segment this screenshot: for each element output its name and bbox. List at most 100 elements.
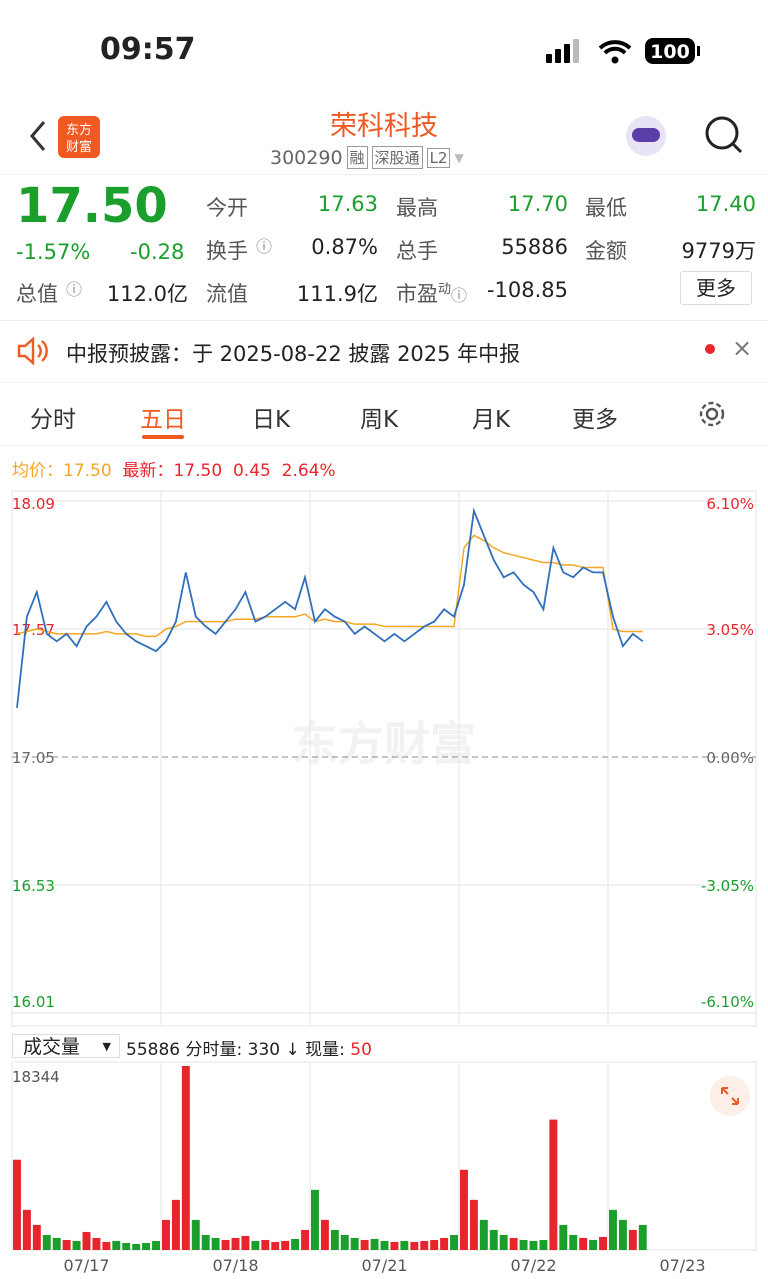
volume-bar [579, 1237, 588, 1250]
field-label: 总手 [396, 239, 438, 263]
volume-bar [112, 1240, 121, 1250]
change-pct: -1.57% [16, 240, 91, 264]
svg-text:东方: 东方 [66, 122, 92, 138]
volume-bar [211, 1237, 220, 1250]
notice-text[interactable]: 中报预披露：于 2025-08-22 披露 2025 年中报 [66, 342, 521, 366]
battery-level: 100 [650, 41, 690, 63]
field-label: 最低 [585, 196, 627, 220]
tag: 融 [346, 146, 368, 169]
price-line [16, 534, 643, 638]
volume-bar [191, 1219, 200, 1250]
volume-total: 55886 [126, 1040, 181, 1060]
status-icons: 100 [546, 38, 700, 64]
volume-bar [152, 1240, 160, 1250]
volume-bar [410, 1241, 419, 1250]
field-value: 17.40 [695, 192, 756, 216]
tab[interactable]: 周K [360, 407, 399, 433]
chart-legend: 均价：17.50 最新：17.50 0.45 2.64% [12, 456, 336, 481]
legend-label: 最新： [122, 461, 174, 481]
field-value: 17.70 [507, 192, 568, 216]
x-tick-label: 07/21 [361, 1256, 407, 1275]
volume-bar [122, 1242, 131, 1250]
volume-bar [340, 1234, 349, 1250]
volume-bar [330, 1229, 339, 1250]
volume-bar [350, 1237, 359, 1250]
legend-value: 17.50 [173, 461, 223, 481]
volume-bar [201, 1234, 210, 1250]
volume-bar [380, 1240, 389, 1250]
field-value: 111.9亿 [296, 282, 378, 306]
indicator-select[interactable]: 成交量 ▼ [12, 1034, 120, 1058]
indicator-label: 成交量 [23, 1036, 81, 1058]
volume-bar [559, 1224, 568, 1250]
tab[interactable]: 分时 [30, 407, 76, 433]
stock-name: 荣科科技 [330, 111, 438, 142]
volume-bar [390, 1241, 399, 1250]
volume-bar [519, 1239, 528, 1250]
field-value: 112.0亿 [106, 282, 188, 306]
field-label: 金额 [585, 239, 627, 263]
volume-bar [628, 1229, 637, 1250]
volume-bar [638, 1224, 647, 1250]
volume-bar [589, 1239, 598, 1250]
volume-bar [301, 1229, 309, 1250]
field-label-text: 市盈 [396, 282, 438, 306]
tab[interactable]: 日K [252, 407, 291, 433]
field-label: 今开 [206, 196, 248, 220]
stock-code: 300290 [270, 146, 343, 169]
stock-meta: 300290 融 深股通 L2 ▼ [270, 146, 464, 169]
volume-bar [42, 1234, 51, 1250]
tag: 深股通 [371, 146, 423, 169]
volume-bar [181, 1066, 190, 1250]
volume-bar [479, 1219, 488, 1250]
volume-bar [72, 1240, 81, 1250]
volume-bar [261, 1239, 270, 1250]
volume-bar [132, 1243, 141, 1250]
tab[interactable]: 月K [472, 407, 511, 433]
volume-bar [142, 1242, 151, 1250]
field-value: 55886 [501, 235, 568, 259]
settings-icon[interactable] [696, 398, 728, 430]
more-button[interactable]: 更多 [680, 271, 752, 305]
volume-bar [549, 1119, 558, 1250]
x-tick-label: 07/23 [659, 1256, 705, 1275]
volume-bar [499, 1234, 508, 1250]
y2-tick-label: -3.05% [701, 877, 754, 895]
y2-tick-label: 6.10% [706, 495, 754, 513]
volume-bar [62, 1239, 71, 1250]
field-label: 流值 [206, 282, 248, 306]
volume-bar [420, 1240, 429, 1250]
notice-close[interactable]: × [732, 334, 753, 362]
volume-now-label: 现量: [305, 1040, 345, 1060]
field-value: 0.87% [311, 235, 378, 259]
volume-bar [291, 1238, 300, 1250]
x-tick-label: 07/17 [63, 1256, 109, 1275]
volume-bar [13, 1159, 21, 1250]
volume-bar [102, 1241, 111, 1250]
watermark: 东方财富 [292, 717, 476, 771]
nav-left[interactable]: 东方财富 [20, 116, 110, 160]
volume-bar [32, 1224, 41, 1250]
volume-bar [450, 1234, 458, 1250]
change: -0.28 [130, 240, 185, 264]
field-label: 市盈动ⓘ [396, 282, 468, 306]
volume-bar [231, 1237, 240, 1250]
volume-bar [400, 1240, 409, 1250]
volume-arrow: ↓ [285, 1040, 300, 1060]
tab-active[interactable]: 五日 [140, 407, 186, 433]
tag: L2 [426, 147, 451, 168]
volume-bar [569, 1234, 578, 1250]
y-tick-label: 16.01 [12, 993, 55, 1011]
field-label: 总值 [16, 282, 58, 306]
y2-tick-label: -6.10% [701, 993, 754, 1011]
x-tick-label: 07/22 [510, 1256, 556, 1275]
volume-bar [469, 1199, 478, 1250]
nav-right[interactable] [622, 112, 752, 160]
volume-bar [311, 1189, 319, 1250]
volume-bar [171, 1199, 180, 1250]
y-tick-label: 17.05 [12, 749, 55, 767]
tab[interactable]: 更多 [572, 407, 618, 433]
volume-bar [430, 1239, 439, 1250]
